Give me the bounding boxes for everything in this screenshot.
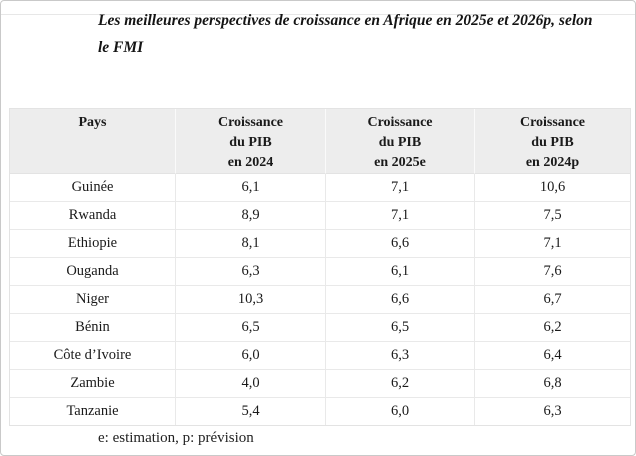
country-cell: Bénin [10,314,175,342]
table-row: Rwanda 8,9 7,1 7,5 [10,202,630,230]
table-row: Tanzanie 5,4 6,0 6,3 [10,398,630,425]
country-cell: Rwanda [10,202,175,230]
value-cell: 6,3 [474,398,630,425]
figure-title-line-1: Les meilleures perspectives de croissanc… [98,12,593,29]
header-row: Pays Croissance du PIB en 2024 Croissance … [10,109,630,174]
column-header: Croissance du PIB en 2024 [175,109,325,174]
value-cell: 7,6 [474,258,630,286]
country-cell: Zambie [10,370,175,398]
value-cell: 6,5 [175,314,325,342]
table-row: Côte d’Ivoire 6,0 6,3 6,4 [10,342,630,370]
value-cell: 6,0 [175,342,325,370]
value-cell: 7,1 [325,174,474,202]
footnote: e: estimation, p: prévision [98,430,254,446]
value-cell: 8,1 [175,230,325,258]
country-cell: Tanzanie [10,398,175,425]
column-header: Pays [10,109,175,174]
figure-title: Les meilleures perspectives de croissanc… [98,7,593,61]
value-cell: 6,3 [175,258,325,286]
value-cell: 6,3 [325,342,474,370]
table-body: Guinée 6,1 7,1 10,6 Rwanda 8,9 7,1 7,5 Ethiopie 8… [10,174,630,425]
country-cell: Guinée [10,174,175,202]
country-cell: Niger [10,286,175,314]
value-cell: 10,6 [474,174,630,202]
value-cell: 7,1 [474,230,630,258]
table-row: Zambie 4,0 6,2 6,8 [10,370,630,398]
value-cell: 6,8 [474,370,630,398]
top-divider [1,14,635,15]
table-row: Bénin 6,5 6,5 6,2 [10,314,630,342]
table-row: Ouganda 6,3 6,1 7,6 [10,258,630,286]
value-cell: 7,5 [474,202,630,230]
growth-table: Pays Croissance du PIB en 2024 Croissance … [9,108,631,426]
country-cell: Côte d’Ivoire [10,342,175,370]
value-cell: 6,0 [325,398,474,425]
value-cell: 4,0 [175,370,325,398]
value-cell: 6,6 [325,286,474,314]
value-cell: 6,6 [325,230,474,258]
value-cell: 6,1 [325,258,474,286]
table-row: Niger 10,3 6,6 6,7 [10,286,630,314]
value-cell: 8,9 [175,202,325,230]
value-cell: 6,2 [474,314,630,342]
table-row: Ethiopie 8,1 6,6 7,1 [10,230,630,258]
value-cell: 10,3 [175,286,325,314]
value-cell: 6,5 [325,314,474,342]
value-cell: 6,2 [325,370,474,398]
column-header: Croissance du PIB en 2024p [474,109,630,174]
value-cell: 6,4 [474,342,630,370]
value-cell: 7,1 [325,202,474,230]
country-cell: Ethiopie [10,230,175,258]
value-cell: 6,1 [175,174,325,202]
figure-title-line-2: le FMI [98,39,144,56]
table-row: Guinée 6,1 7,1 10,6 [10,174,630,202]
country-cell: Ouganda [10,258,175,286]
column-header: Croissance du PIB en 2025e [325,109,474,174]
value-cell: 5,4 [175,398,325,425]
value-cell: 6,7 [474,286,630,314]
